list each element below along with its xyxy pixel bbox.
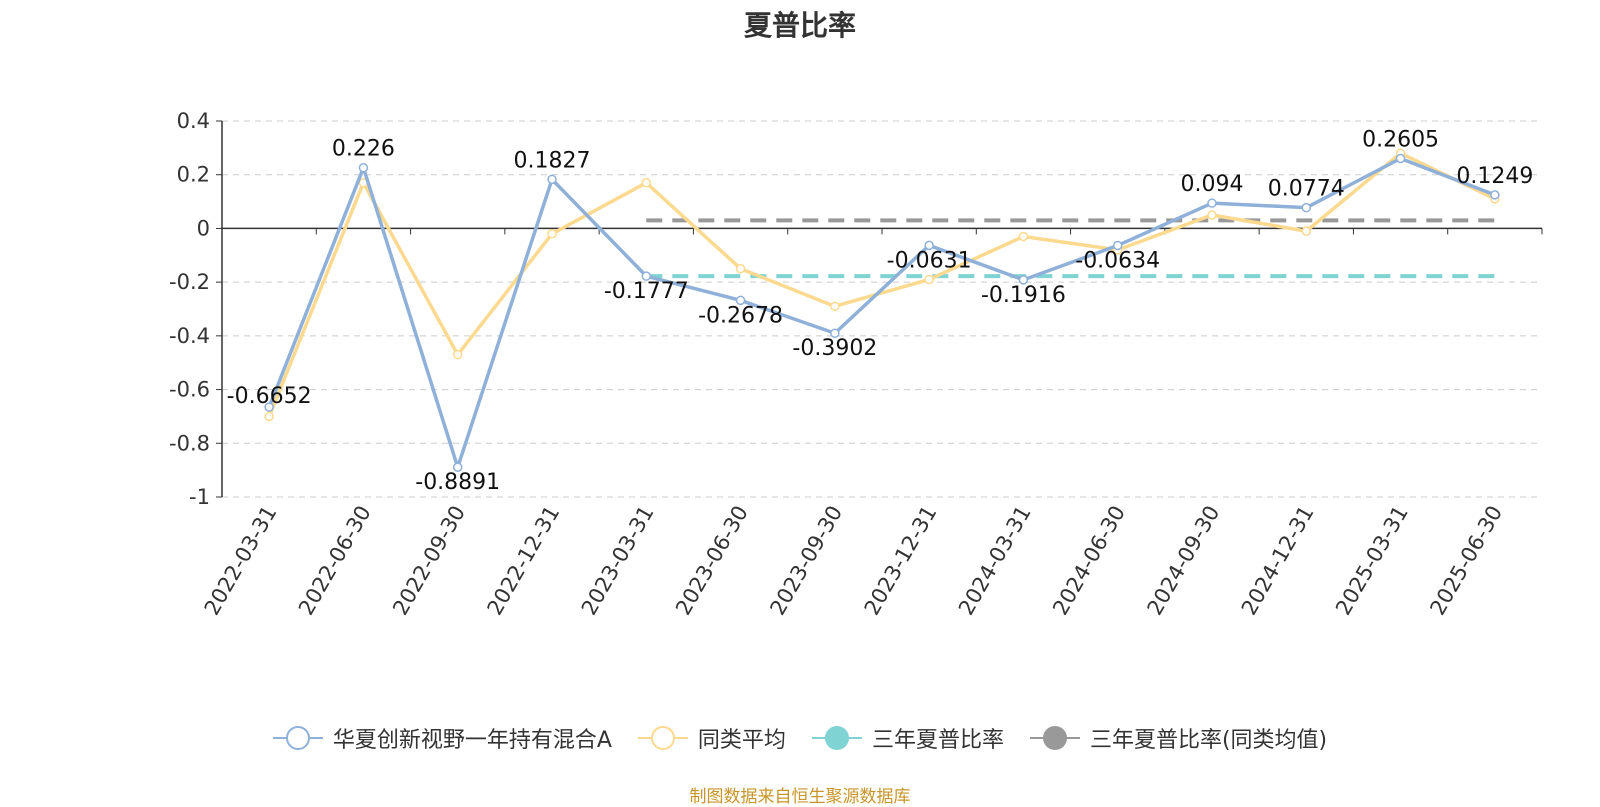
y-tick-label: -0.2 — [169, 270, 210, 294]
data-point — [264, 411, 274, 422]
data-label: -0.0634 — [1075, 248, 1160, 273]
reference-lines — [646, 218, 1495, 279]
series-line — [267, 151, 1496, 418]
data-point — [641, 178, 652, 188]
data-point — [830, 301, 840, 312]
x-tick-label: 2024-12-31 — [1237, 502, 1319, 620]
data-point — [1207, 210, 1217, 220]
x-tick-label: 2022-09-30 — [388, 502, 470, 620]
legend-swatch-icon — [811, 726, 862, 750]
data-point — [358, 162, 369, 173]
x-tick-label: 2025-03-31 — [1331, 502, 1413, 620]
data-point — [1018, 231, 1029, 242]
x-tick-label: 2024-09-30 — [1143, 502, 1225, 620]
data-point — [924, 274, 934, 285]
data-label: -0.2678 — [698, 303, 783, 328]
x-tick-label: 2022-03-31 — [200, 502, 282, 620]
data-point — [924, 240, 934, 251]
data-label: -0.3902 — [792, 336, 877, 361]
data-label: -0.0631 — [887, 248, 972, 273]
data-point — [1112, 240, 1123, 251]
x-tick-label: 2023-12-31 — [860, 501, 942, 619]
x-tick-label: 2023-03-31 — [577, 502, 659, 620]
chart-title: 夏普比率 — [743, 9, 856, 42]
x-tick-label: 2023-06-30 — [671, 502, 753, 620]
legend-swatch-icon — [272, 726, 323, 750]
data-point — [1395, 153, 1406, 164]
data-point — [452, 349, 463, 360]
x-tick-label: 2023-09-30 — [765, 502, 847, 620]
legend-label: 华夏创新视野一年持有混合A — [332, 728, 612, 753]
legend-item[interactable]: 华夏创新视野一年持有混合A — [272, 722, 612, 754]
x-tick-label: 2022-12-31 — [483, 502, 565, 620]
data-label: -0.1777 — [604, 279, 689, 304]
data-label: 0.1249 — [1456, 164, 1533, 189]
data-point — [452, 462, 463, 472]
data-point — [547, 229, 557, 239]
data-point — [735, 295, 746, 306]
y-tick-label: -0.4 — [169, 324, 210, 348]
data-point — [547, 174, 557, 185]
x-tick-label: 2025-06-30 — [1425, 502, 1507, 620]
data-label: -0.1916 — [981, 283, 1066, 308]
data-point — [735, 263, 746, 274]
series-lines — [264, 148, 1500, 472]
legend: 华夏创新视野一年持有混合A 同类平均 三年夏普比率 三年夏普比率(同类均值) — [0, 722, 1600, 754]
source-note: 制图数据来自恒生聚源数据库 — [689, 787, 911, 807]
legend-item[interactable]: 同类平均 — [637, 722, 786, 754]
data-point — [264, 402, 274, 412]
y-tick-label: 0.4 — [177, 109, 210, 133]
legend-swatch-icon — [637, 726, 688, 750]
data-point — [1301, 226, 1312, 236]
legend-swatch-icon — [1029, 726, 1080, 750]
data-point — [641, 271, 652, 281]
data-label: 0.226 — [332, 137, 395, 162]
y-tick-label: -1 — [189, 485, 210, 509]
legend-label: 同类平均 — [697, 728, 786, 753]
data-label: 0.094 — [1181, 172, 1244, 197]
series-line — [267, 156, 1496, 469]
data-point — [1490, 190, 1500, 200]
data-label: -0.6652 — [227, 384, 312, 409]
grid-lines — [222, 120, 1542, 498]
legend-item[interactable]: 三年夏普比率 — [811, 722, 1004, 754]
y-tick-label: 0.2 — [177, 163, 210, 187]
y-tick-label: -0.8 — [169, 431, 210, 455]
data-point — [1207, 198, 1217, 208]
x-tick-label: 2024-06-30 — [1048, 502, 1130, 620]
data-label: 0.0774 — [1268, 177, 1345, 202]
x-tick-label: 2024-03-31 — [954, 502, 1036, 620]
legend-label: 三年夏普比率 — [871, 728, 1004, 753]
legend-label: 三年夏普比率(同类均值) — [1089, 728, 1328, 753]
legend-item[interactable]: 三年夏普比率(同类均值) — [1029, 722, 1328, 754]
data-labels: -0.66520.226-0.88910.1827-0.1777-0.2678-… — [227, 127, 1534, 495]
data-point — [1018, 275, 1029, 285]
data-point — [1301, 202, 1312, 213]
data-label: 0.1827 — [514, 148, 591, 173]
data-label: 0.2605 — [1362, 127, 1439, 152]
y-tick-label: -0.6 — [169, 378, 210, 402]
y-tick-label: 0 — [197, 216, 210, 240]
x-tick-label: 2022-06-30 — [294, 502, 376, 620]
data-label: -0.8891 — [415, 470, 500, 495]
data-point — [830, 328, 840, 338]
